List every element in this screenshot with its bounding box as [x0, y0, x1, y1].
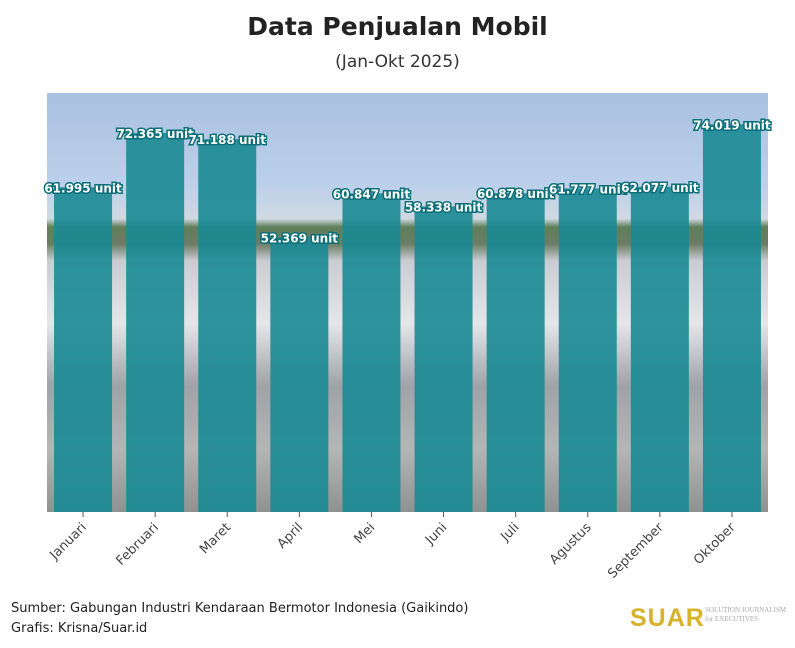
- bar-februari: [126, 132, 185, 512]
- x-tick-label: Januari: [47, 520, 90, 563]
- tagline-line2: for EXECUTIVES: [705, 615, 759, 623]
- x-tick-label: Mei: [352, 520, 379, 547]
- data-label: 61.777 unit: [549, 182, 627, 196]
- bar-oktober: [702, 124, 761, 512]
- x-tick-label: Agustus: [547, 520, 595, 568]
- tagline-line1: SOLUTION JOURNALISM: [705, 606, 787, 614]
- bar-juli: [486, 193, 545, 512]
- data-label: 52.369 unit: [261, 232, 339, 246]
- data-label: 60.878 unit: [477, 187, 555, 201]
- x-tick-label: April: [275, 520, 307, 552]
- bar-agustus: [558, 188, 617, 512]
- chart-subtitle: (Jan-Okt 2025): [335, 52, 460, 72]
- bar-mei: [342, 193, 401, 512]
- data-label: 61.995 unit: [44, 181, 122, 195]
- x-tick-label: Maret: [197, 520, 234, 557]
- x-tick-label: Juni: [422, 520, 450, 548]
- x-tick-label: Juli: [498, 520, 523, 545]
- data-label: 74.019 unit: [693, 118, 771, 132]
- bar-juni: [414, 206, 473, 513]
- data-label: 60.847 unit: [333, 187, 411, 201]
- data-label: 71.188 unit: [189, 133, 267, 147]
- credit-note: Grafis: Krisna/Suar.id: [11, 621, 148, 636]
- chart-title: Data Penjualan Mobil: [247, 12, 548, 41]
- bar-maret: [198, 139, 257, 513]
- x-tick-label: Februari: [114, 520, 162, 568]
- x-tick-label: Oktober: [691, 520, 739, 568]
- data-label: 72.365 unit: [116, 127, 194, 141]
- bar-april: [270, 237, 329, 513]
- bar-januari: [54, 187, 113, 512]
- logo-tagline: SOLUTION JOURNALISM for EXECUTIVES: [705, 606, 786, 624]
- x-tick-label: September: [605, 520, 667, 582]
- bar-september: [630, 186, 689, 513]
- data-label: 58.338 unit: [405, 200, 483, 214]
- bar-chart: 61.995 unit Januari 72.365 unit Februari 71.…: [43, 117, 773, 582]
- source-note: Sumber: Gabungan Industri Kendaraan Berm…: [11, 601, 469, 616]
- data-label: 62.077 unit: [621, 181, 699, 195]
- suar-logo: SUAR: [630, 604, 705, 632]
